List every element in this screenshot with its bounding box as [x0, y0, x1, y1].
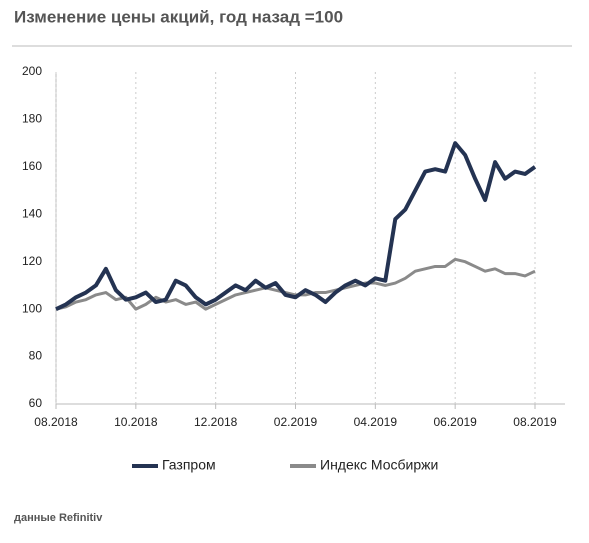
- x-tick-label: 08.2019: [513, 415, 557, 429]
- x-tick-label: 08.2018: [34, 415, 78, 429]
- y-tick-label: 120: [22, 254, 42, 268]
- line: [55, 141, 537, 311]
- x-tick-label: 04.2019: [354, 415, 398, 429]
- source: данные Refinitiv: [14, 512, 103, 524]
- y-tick-label: 160: [22, 159, 42, 173]
- x-tick-label: 10.2018: [114, 415, 158, 429]
- line: [55, 257, 536, 311]
- y-tick-label: 140: [22, 206, 42, 220]
- y-tick-label: 100: [22, 301, 42, 315]
- legend-label: Газпром: [162, 457, 216, 473]
- y-tick-label: 60: [29, 396, 43, 410]
- y-tick-label: 180: [22, 112, 42, 126]
- chart-title: Изменение цены акций, год назад =100: [14, 7, 343, 26]
- x-tick-label: 06.2019: [433, 415, 477, 429]
- y-tick-label: 200: [22, 64, 42, 78]
- y-tick-label: 80: [29, 349, 43, 363]
- x-tick-label: 02.2019: [274, 415, 318, 429]
- x-tick-label: 12.2018: [194, 415, 238, 429]
- legend-label: Индекс Мосбиржи: [320, 457, 438, 473]
